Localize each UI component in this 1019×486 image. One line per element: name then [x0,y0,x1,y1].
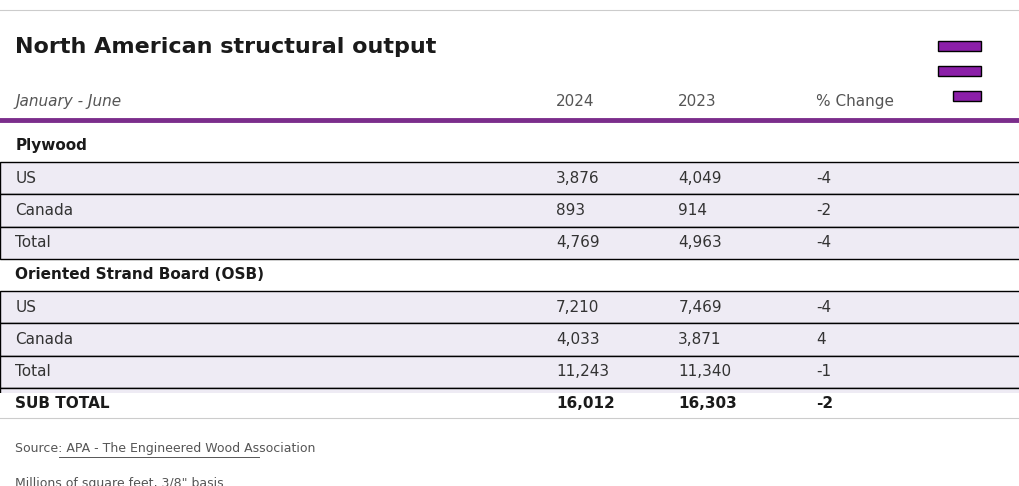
Text: 893: 893 [555,203,585,218]
Text: 2023: 2023 [678,94,716,109]
Text: 2024: 2024 [555,94,594,109]
FancyBboxPatch shape [0,356,1019,388]
Text: 7,210: 7,210 [555,300,599,314]
Text: Canada: Canada [15,203,73,218]
Text: -4: -4 [815,235,830,250]
Text: Millions of square feet, 3/8" basis: Millions of square feet, 3/8" basis [15,477,224,486]
Text: US: US [15,171,37,186]
Text: 4: 4 [815,332,824,347]
Text: -2: -2 [815,203,830,218]
Text: 16,303: 16,303 [678,397,737,412]
Text: SUB TOTAL: SUB TOTAL [15,397,110,412]
FancyBboxPatch shape [937,41,980,51]
Text: 4,049: 4,049 [678,171,721,186]
Text: Oriented Strand Board (OSB): Oriented Strand Board (OSB) [15,267,264,282]
Text: 3,871: 3,871 [678,332,721,347]
Text: 11,243: 11,243 [555,364,608,379]
Text: 11,340: 11,340 [678,364,731,379]
Text: 3,876: 3,876 [555,171,599,186]
Text: 7,469: 7,469 [678,300,721,314]
Text: Total: Total [15,364,51,379]
FancyBboxPatch shape [952,91,980,101]
Text: US: US [15,300,37,314]
Text: January - June: January - June [15,94,121,109]
FancyBboxPatch shape [0,291,1019,323]
Text: -2: -2 [815,397,833,412]
Text: 16,012: 16,012 [555,397,614,412]
Text: 914: 914 [678,203,706,218]
Text: 4,769: 4,769 [555,235,599,250]
Text: 4,033: 4,033 [555,332,599,347]
Text: 4,963: 4,963 [678,235,721,250]
Text: Canada: Canada [15,332,73,347]
Text: Total: Total [15,235,51,250]
FancyBboxPatch shape [0,323,1019,356]
FancyBboxPatch shape [0,388,1019,420]
Text: Plywood: Plywood [15,139,87,154]
FancyBboxPatch shape [0,162,1019,194]
FancyBboxPatch shape [937,66,980,76]
Text: Source: APA - The Engineered Wood Association: Source: APA - The Engineered Wood Associ… [15,442,315,455]
Text: % Change: % Change [815,94,893,109]
FancyBboxPatch shape [0,226,1019,259]
FancyBboxPatch shape [0,194,1019,226]
Text: North American structural output: North American structural output [15,37,436,57]
Text: -4: -4 [815,300,830,314]
Text: -1: -1 [815,364,830,379]
Text: -4: -4 [815,171,830,186]
